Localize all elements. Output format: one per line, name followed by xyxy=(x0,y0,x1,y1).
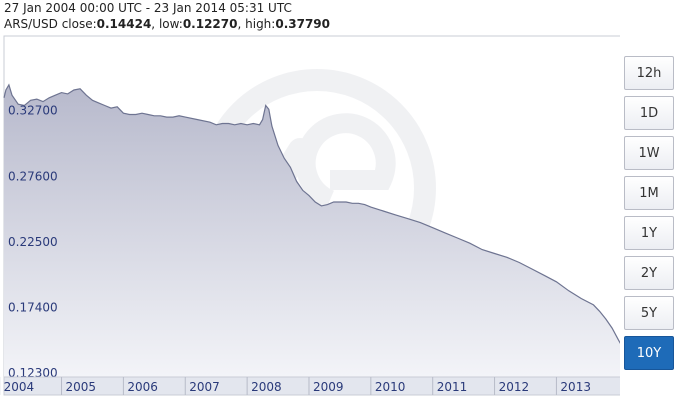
x-tick-label: 2007 xyxy=(189,380,220,394)
x-tick-label: 2010 xyxy=(375,380,406,394)
high-label: high: xyxy=(245,17,276,31)
y-tick-label: 0.22500 xyxy=(8,235,58,249)
x-tick-label: 2012 xyxy=(499,380,530,394)
x-tick-label: 2013 xyxy=(560,380,591,394)
x-axis-band xyxy=(3,376,620,396)
x-axis: 2004 2005 2006 2007 2008 2009 2010 2011 2012 2013 xyxy=(0,377,591,395)
low-value: 0.12270 xyxy=(182,17,238,31)
range-button-1w[interactable]: 1W xyxy=(624,136,674,170)
x-tick-label: 2005 xyxy=(66,380,97,394)
close-value: 0.14424 xyxy=(96,17,152,31)
quote-summary: ARS/USD close:0.14424, low:0.12270, high… xyxy=(4,16,330,32)
range-button-1d[interactable]: 1D xyxy=(624,96,674,130)
range-button-10y[interactable]: 10Y xyxy=(624,336,674,370)
x-tick-label: 2008 xyxy=(251,380,282,394)
range-button-2y[interactable]: 2Y xyxy=(624,256,674,290)
range-button-1m[interactable]: 1M xyxy=(624,176,674,210)
pair-label: ARS/USD xyxy=(4,17,58,31)
y-tick-label: 0.32700 xyxy=(8,104,58,118)
y-tick-label: 0.27600 xyxy=(8,169,58,183)
y-tick-label: 0.17400 xyxy=(8,301,58,315)
x-tick-label: 2009 xyxy=(313,380,344,394)
price-area xyxy=(4,84,620,377)
separator: , xyxy=(237,17,246,31)
range-button-12h[interactable]: 12h xyxy=(624,56,674,90)
range-button-5y[interactable]: 5Y xyxy=(624,296,674,330)
date-range-text: 27 Jan 2004 00:00 UTC - 23 Jan 2014 05:3… xyxy=(4,1,292,15)
x-tick-label: 2011 xyxy=(437,380,468,394)
price-line xyxy=(3,83,620,344)
separator: , xyxy=(151,17,159,31)
close-label: close: xyxy=(61,17,97,31)
x-tick-label: 2006 xyxy=(127,380,158,394)
high-value: 0.37790 xyxy=(275,17,330,31)
x-tick-label: 2004 xyxy=(4,380,35,394)
range-button-1y[interactable]: 1Y xyxy=(624,216,674,250)
low-label: low: xyxy=(158,17,183,31)
